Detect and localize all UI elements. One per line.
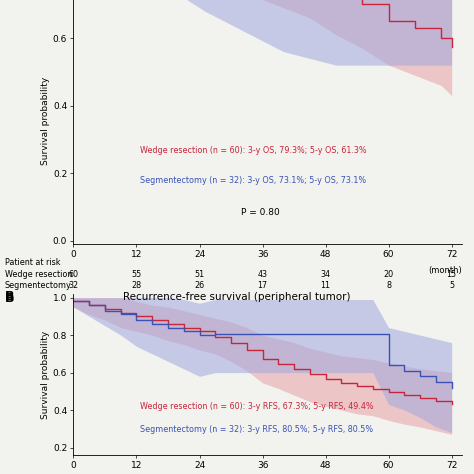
Text: Recurrence-free survival (peripheral tumor): Recurrence-free survival (peripheral tum… bbox=[123, 292, 351, 301]
Text: 26: 26 bbox=[194, 281, 205, 290]
Text: 11: 11 bbox=[320, 281, 330, 290]
Text: Segmentectomy (n = 32): 3-y OS, 73.1%; 5-y OS, 73.1%: Segmentectomy (n = 32): 3-y OS, 73.1%; 5… bbox=[139, 175, 365, 184]
Text: P = 0.80: P = 0.80 bbox=[241, 208, 279, 217]
Text: Segmentectomy (n = 32): 3-y RFS, 80.5%; 5-y RFS, 80.5%: Segmentectomy (n = 32): 3-y RFS, 80.5%; … bbox=[139, 425, 373, 434]
Text: Wedge resection: Wedge resection bbox=[5, 270, 72, 279]
Text: (month): (month) bbox=[428, 266, 462, 275]
Text: Segmentectomy: Segmentectomy bbox=[5, 281, 72, 290]
Text: 34: 34 bbox=[320, 270, 330, 279]
Text: B: B bbox=[5, 292, 14, 304]
Text: Wedge resection (n = 60): 3-y RFS, 67.3%; 5-y RFS, 49.4%: Wedge resection (n = 60): 3-y RFS, 67.3%… bbox=[139, 402, 373, 411]
Text: 8: 8 bbox=[386, 281, 391, 290]
Text: 15: 15 bbox=[447, 270, 457, 279]
Text: Patient at risk: Patient at risk bbox=[5, 258, 60, 267]
Text: B: B bbox=[5, 290, 14, 303]
Text: 28: 28 bbox=[131, 281, 142, 290]
Y-axis label: Survival probability: Survival probability bbox=[41, 330, 50, 419]
Y-axis label: Survival probability: Survival probability bbox=[41, 77, 50, 165]
Text: 32: 32 bbox=[68, 281, 79, 290]
Text: 43: 43 bbox=[257, 270, 267, 279]
Text: 20: 20 bbox=[383, 270, 394, 279]
Text: 17: 17 bbox=[257, 281, 268, 290]
Text: Wedge resection (n = 60): 3-y OS, 79.3%; 5-y OS, 61.3%: Wedge resection (n = 60): 3-y OS, 79.3%;… bbox=[139, 146, 366, 155]
Text: 51: 51 bbox=[194, 270, 205, 279]
Text: 55: 55 bbox=[131, 270, 142, 279]
Text: 5: 5 bbox=[449, 281, 454, 290]
Text: 60: 60 bbox=[68, 270, 79, 279]
